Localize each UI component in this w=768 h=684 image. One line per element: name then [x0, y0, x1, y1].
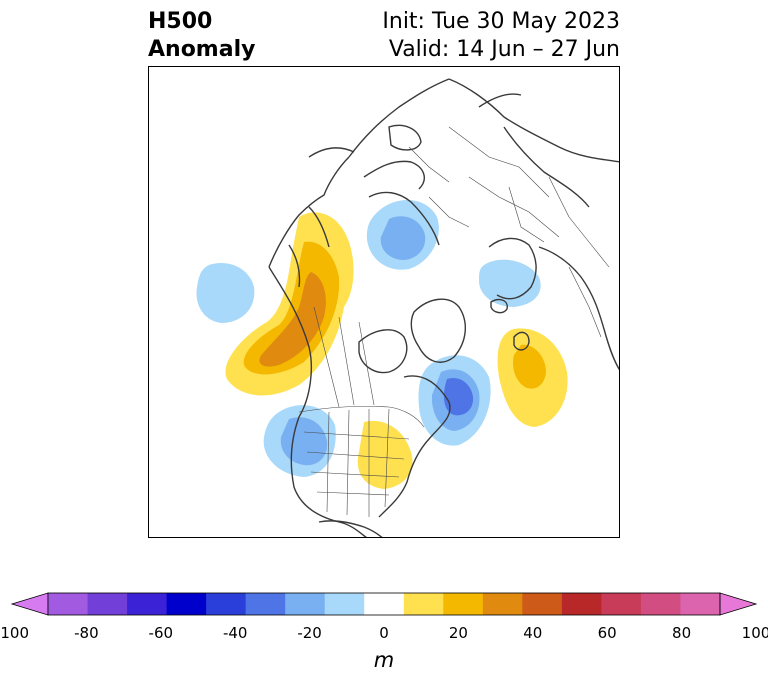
- trough-siberia-30: [380, 216, 426, 260]
- colorbar-bin: [48, 593, 89, 615]
- colorbar-tick-label: 40: [523, 624, 543, 642]
- colorbar-bin: [443, 593, 484, 615]
- colorbar-extend-high: [719, 592, 758, 616]
- anomaly-map: [148, 66, 620, 538]
- colorbar-unit-label: m: [373, 648, 395, 672]
- anomaly-contours: [196, 199, 568, 489]
- colorbar-tick-label: -100: [0, 624, 30, 642]
- colorbar-extend-low: [10, 592, 49, 616]
- coastlines: [268, 78, 619, 537]
- colorbar-bin: [364, 593, 405, 615]
- init-date-label: Init: Tue 30 May 2023: [382, 9, 620, 34]
- colorbar: [10, 592, 758, 616]
- colorbar-bin: [324, 593, 365, 615]
- colorbar-tick-label: -20: [297, 624, 322, 642]
- ridge-western-canada-40: [259, 272, 326, 367]
- colorbar-bin: [482, 593, 523, 615]
- colorbar-bin: [87, 593, 128, 615]
- trough-scandinavia-20: [479, 259, 541, 307]
- valid-date-label: Valid: 14 Jun – 27 Jun: [388, 37, 620, 62]
- map-canvas: [196, 78, 619, 537]
- colorbar-bin: [245, 593, 286, 615]
- plot-title-variable: H500 Anomaly: [148, 8, 255, 64]
- trough-north-pacific-20: [196, 263, 255, 323]
- trough-labrador-40: [443, 377, 474, 416]
- colorbar-tick-label: -40: [222, 624, 248, 642]
- colorbar-tick-label: -60: [148, 624, 174, 642]
- title-line-h500: H500: [148, 9, 213, 34]
- colorbar-tick-label: 20: [448, 624, 468, 642]
- colorbar-bin: [522, 593, 563, 615]
- colorbar-tick-label: 0: [379, 624, 389, 642]
- colorbar-bin: [601, 593, 642, 615]
- political-boundaries: [298, 126, 610, 517]
- colorbar-tick-label: 100: [741, 624, 768, 642]
- ridge-great-lakes-20: [357, 420, 413, 489]
- colorbar-bin: [403, 593, 444, 615]
- trough-western-us-30: [280, 417, 328, 466]
- colorbar-outline: [47, 592, 721, 616]
- colorbar-bin: [206, 593, 247, 615]
- ridge-atlantic-30: [513, 344, 546, 389]
- colorbar-tick-label: 80: [672, 624, 692, 642]
- colorbar-bin: [285, 593, 326, 615]
- colorbar-tick-label: -80: [74, 624, 99, 642]
- colorbar-bin: [166, 593, 207, 615]
- plot-title-dates: Init: Tue 30 May 2023 Valid: 14 Jun – 27…: [382, 8, 620, 64]
- colorbar-bin: [127, 593, 168, 615]
- colorbar-bin: [640, 593, 681, 615]
- title-line-anomaly: Anomaly: [148, 37, 256, 62]
- colorbar-bin: [561, 593, 602, 615]
- colorbar-bin: [680, 593, 721, 615]
- colorbar-tick-label: 60: [597, 624, 617, 642]
